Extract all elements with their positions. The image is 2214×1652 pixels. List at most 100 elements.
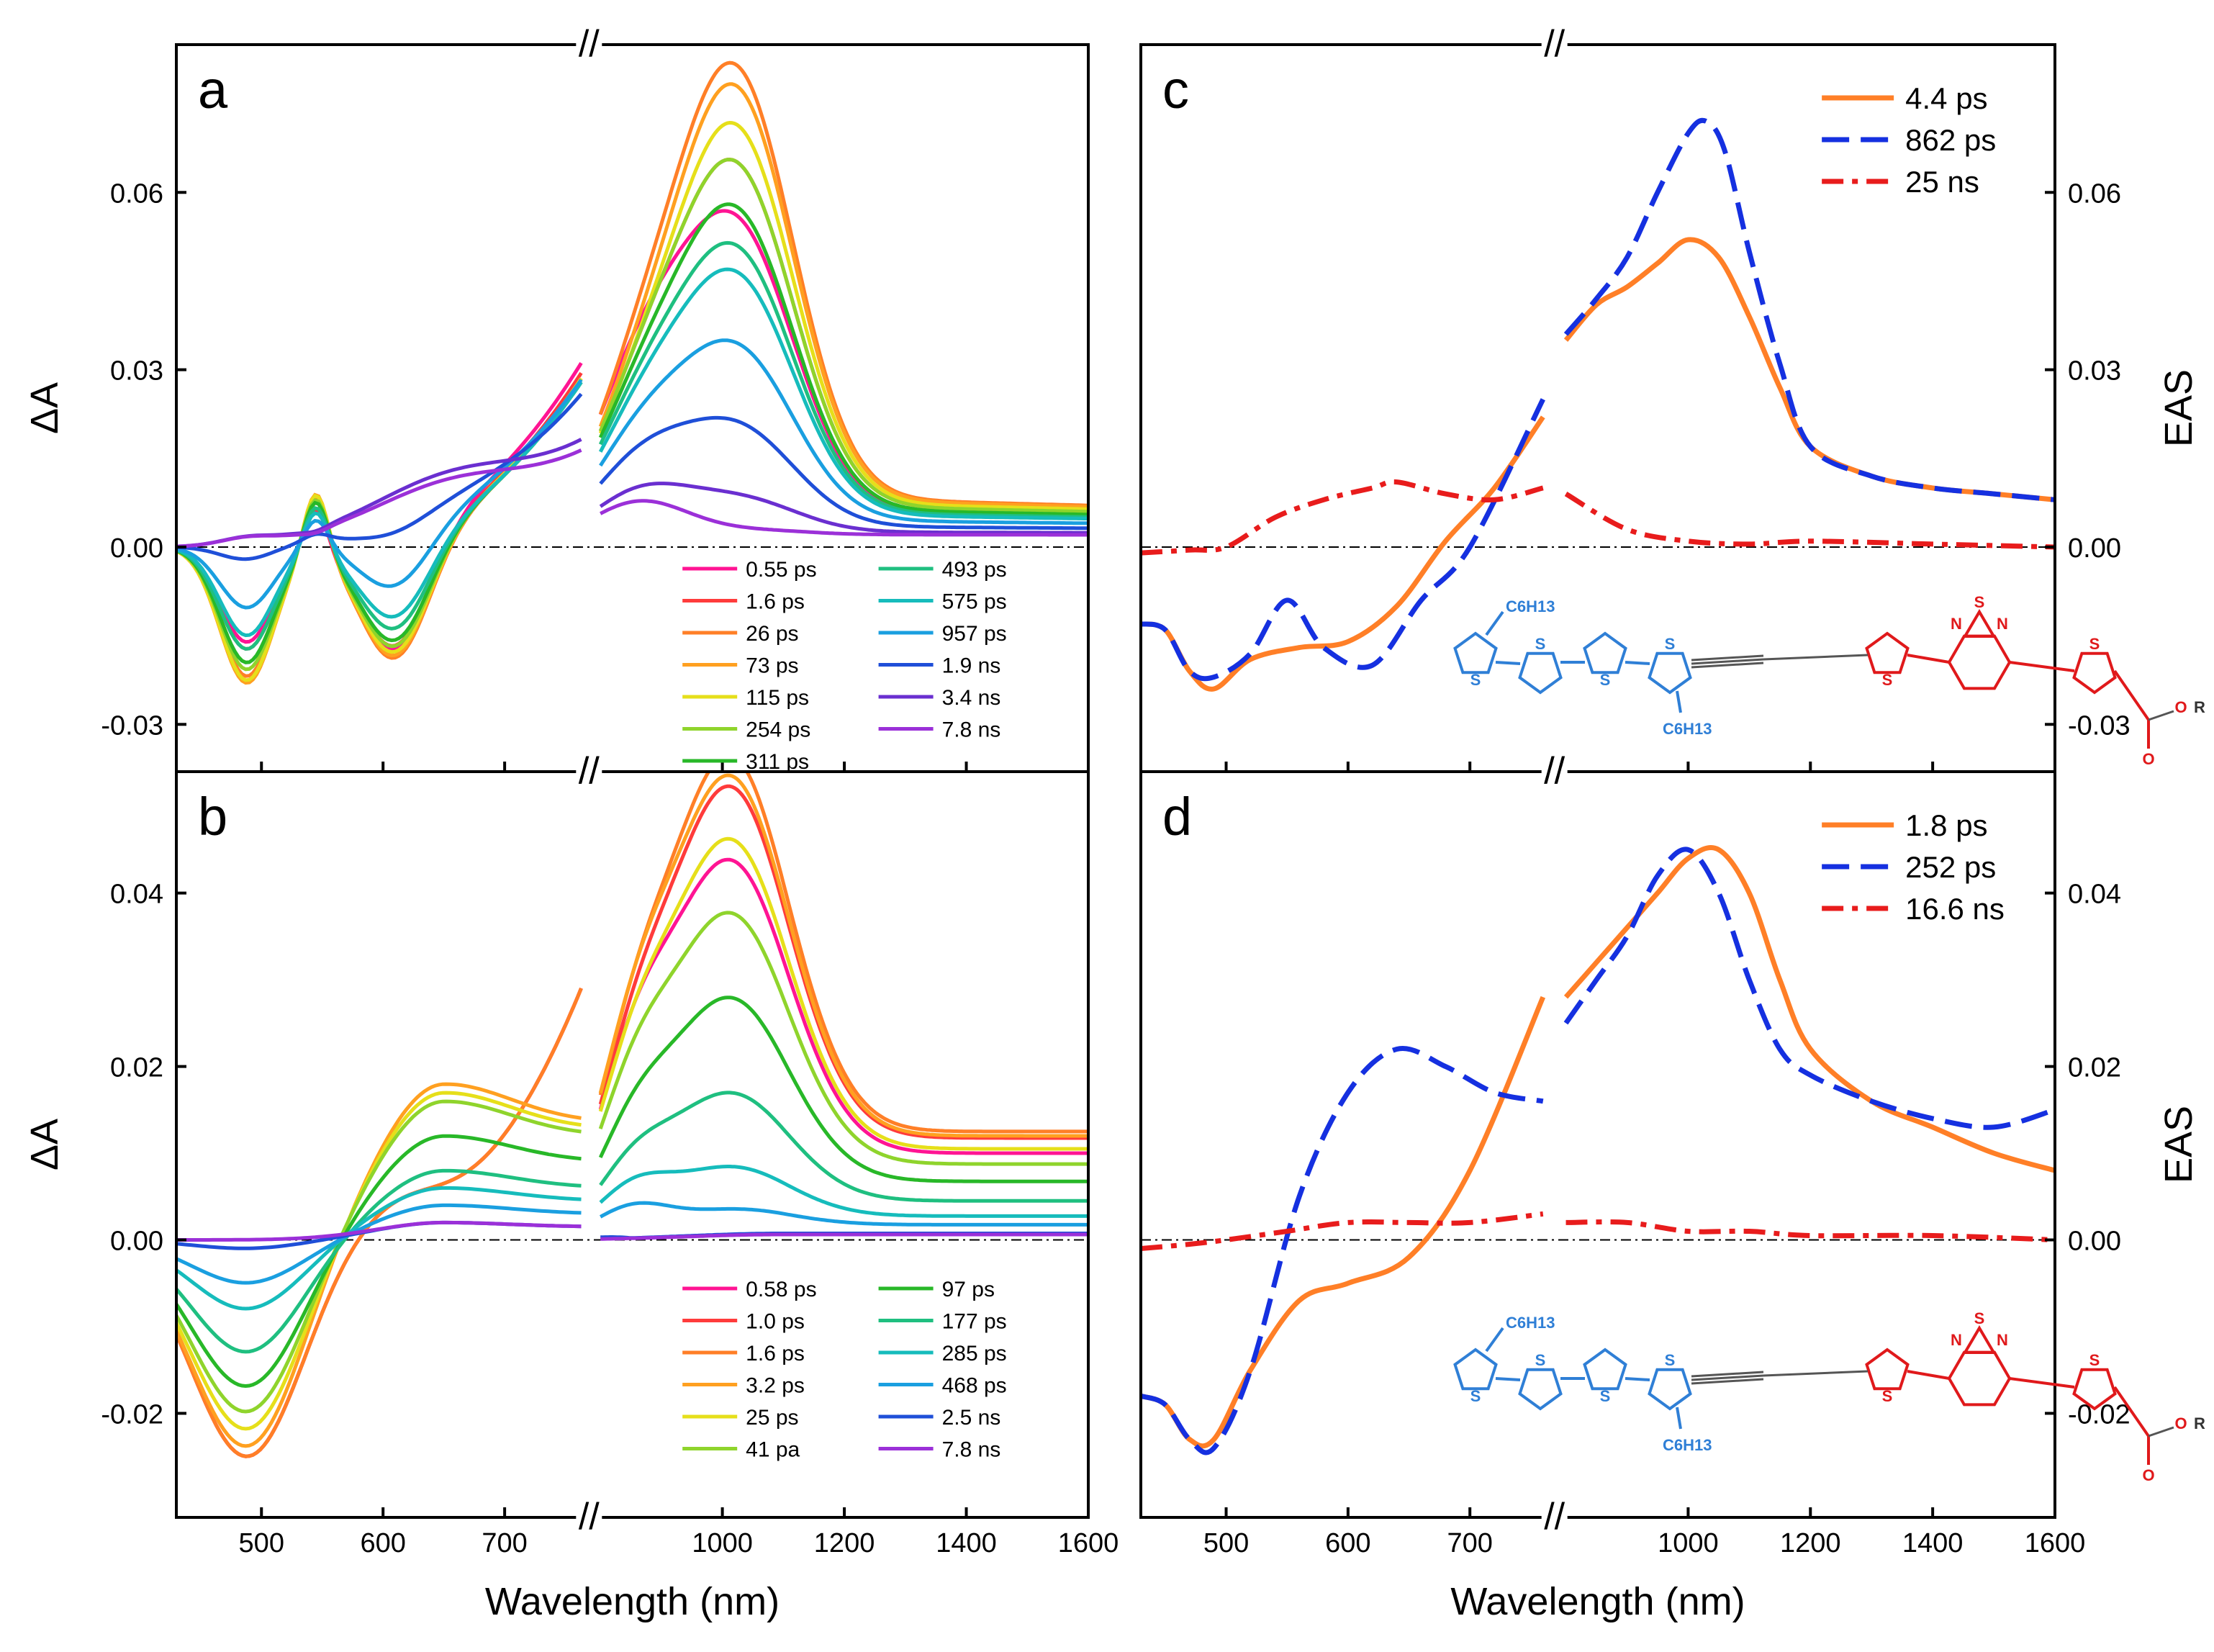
legend-item: 7.8 ns bbox=[878, 1438, 1001, 1462]
series-segment-vis bbox=[176, 1082, 582, 1448]
legend-item: 252 ps bbox=[1822, 850, 1996, 884]
r-group-label: R bbox=[2194, 1414, 2205, 1432]
legend-item: 254 ps bbox=[682, 718, 810, 742]
oxygen-atom-label: O bbox=[2174, 698, 2187, 716]
legend-label: 0.58 ps bbox=[746, 1278, 816, 1301]
legend-label: 862 ps bbox=[1905, 123, 1996, 157]
series-segment-nir bbox=[1563, 845, 2055, 1173]
legend-item: 2.5 ns bbox=[878, 1406, 1000, 1430]
panel-b: // // -0.02 0.00 0.02 0.04 500 600 700 1000 1200 14… bbox=[23, 750, 1119, 1623]
hexyl-label: C6H13 bbox=[1506, 1314, 1555, 1332]
series-line bbox=[176, 857, 1088, 1458]
legend-label: 16.6 ns bbox=[1905, 892, 2005, 926]
series-segment-vis bbox=[176, 1186, 582, 1311]
thiophene-ring bbox=[1865, 1348, 1910, 1391]
bond bbox=[1907, 654, 1950, 664]
sulfur-atom-label: S bbox=[1535, 1351, 1546, 1369]
axis-break-gap bbox=[576, 767, 602, 776]
series-line bbox=[176, 1165, 1088, 1311]
axis-break-gap bbox=[576, 40, 602, 49]
panel-a: // // -0.03 0.00 0.03 0.06 ΔA a 0.55 ps 1.6 ps 26 … bbox=[23, 23, 1090, 792]
sulfur-atom-label: S bbox=[1974, 593, 1985, 611]
series-segment-nir bbox=[1563, 117, 2055, 502]
hexyl-label: C6H13 bbox=[1663, 720, 1712, 738]
series-line bbox=[176, 772, 1088, 1458]
nitrogen-atom-label: N bbox=[1951, 1331, 1962, 1349]
axis-break-mark: // bbox=[1544, 23, 1565, 65]
thiophene-ring bbox=[2072, 1368, 2117, 1411]
sulfur-atom-label: S bbox=[1882, 1387, 1893, 1405]
bond bbox=[1676, 690, 1682, 713]
x-tick-label: 1600 bbox=[2025, 1528, 2086, 1558]
x-tick-label: 1200 bbox=[814, 1528, 875, 1558]
series-line bbox=[1141, 237, 2055, 692]
legend-item: 1.6 ps bbox=[682, 590, 805, 614]
bond bbox=[1485, 1327, 1504, 1353]
series-line bbox=[176, 836, 1088, 1431]
series-segment-nir bbox=[1564, 492, 2055, 550]
series-segment-nir bbox=[598, 120, 1088, 511]
y-tick-label: -0.03 bbox=[2068, 710, 2131, 741]
legend-item: 4.4 ps bbox=[1822, 81, 1988, 115]
panel-label: c bbox=[1162, 60, 1189, 119]
thiophene-ring bbox=[1518, 651, 1563, 695]
legend-item: 41 pa bbox=[682, 1438, 800, 1462]
legend-label: 97 ps bbox=[942, 1278, 995, 1301]
legend-label: 7.8 ns bbox=[942, 1438, 1001, 1462]
legend-item: 177 ps bbox=[878, 1310, 1007, 1334]
series-segment-nir bbox=[1563, 847, 2055, 1130]
series-line bbox=[176, 209, 1088, 651]
axis-break-gap bbox=[1541, 767, 1568, 776]
legend-label: 468 ps bbox=[942, 1374, 1007, 1398]
series-segment-nir bbox=[600, 1201, 1088, 1227]
x-axis-title: Wavelength (nm) bbox=[485, 1580, 780, 1623]
alkyne-bond bbox=[1691, 658, 1764, 665]
series-line bbox=[176, 448, 1088, 549]
legend-item: 285 ps bbox=[878, 1342, 1007, 1366]
bond bbox=[2148, 710, 2174, 721]
axis-break-mark: // bbox=[579, 1496, 600, 1538]
series-segment-vis bbox=[1141, 996, 1546, 1449]
sulfur-atom-label: S bbox=[1470, 1387, 1481, 1405]
series-line bbox=[176, 996, 1088, 1389]
thiadiazole-ring bbox=[1962, 1325, 1997, 1354]
legend-label: 311 ps bbox=[746, 750, 809, 774]
series-segment-vis bbox=[176, 987, 583, 1458]
sulfur-atom-label: S bbox=[1665, 1351, 1676, 1369]
series-segment-nir bbox=[599, 1091, 1088, 1203]
series-line bbox=[176, 1091, 1088, 1354]
axes-frame bbox=[1139, 770, 2056, 1519]
y-axis-title: EAS bbox=[2157, 369, 2200, 447]
legend-label: 25 ns bbox=[1905, 165, 1979, 199]
x-tick-label: 1600 bbox=[1058, 1528, 1119, 1558]
axis-break-mark: // bbox=[1544, 750, 1565, 792]
legend-item: 468 ps bbox=[878, 1374, 1007, 1398]
legend-item: 97 ps bbox=[878, 1278, 995, 1301]
series-segment-vis bbox=[1141, 479, 1544, 556]
bond bbox=[1763, 654, 1869, 661]
legend-item: 0.58 ps bbox=[682, 1278, 817, 1301]
axis-break-mark: // bbox=[579, 750, 600, 792]
legend-label: 957 ps bbox=[942, 622, 1007, 646]
y-tick-label: 0.03 bbox=[2068, 356, 2121, 387]
axis-break-gap bbox=[1541, 40, 1568, 49]
series-line bbox=[176, 1201, 1088, 1285]
y-tick-label: 0.02 bbox=[2068, 1053, 2121, 1083]
legend-label: 25 ps bbox=[746, 1406, 798, 1430]
plot-area bbox=[176, 772, 1088, 1458]
bond bbox=[2113, 1386, 2150, 1437]
alkyne-bond bbox=[1691, 662, 1764, 669]
sulfur-atom-label: S bbox=[2089, 635, 2100, 653]
series-segment-vis bbox=[176, 1099, 582, 1414]
series-segment-vis bbox=[1141, 1045, 1544, 1455]
bond bbox=[1495, 1377, 1521, 1381]
legend-label: 73 ps bbox=[746, 654, 798, 678]
series-line bbox=[176, 438, 1088, 549]
thiophene-ring bbox=[1583, 1348, 1627, 1391]
plot-area bbox=[1141, 117, 2055, 692]
series-segment-nir bbox=[598, 784, 1088, 1140]
thiophene-ring bbox=[1648, 1368, 1692, 1411]
y-tick-label: 0.00 bbox=[110, 1227, 163, 1257]
